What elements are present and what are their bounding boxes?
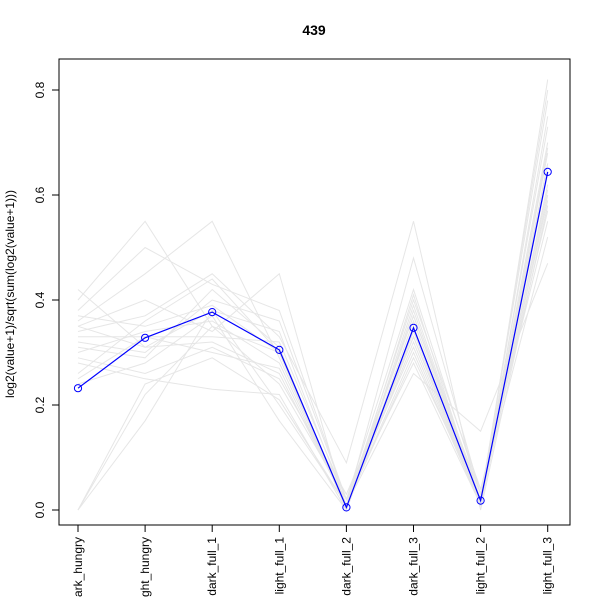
y-tick-label: 0.6 <box>33 186 47 203</box>
y-tick-label: 0.8 <box>33 81 47 98</box>
background-series-line <box>77 147 549 512</box>
y-tick-label: 0.0 <box>33 501 47 518</box>
x-tick-label: dark_full_1 <box>205 537 219 596</box>
background-series-line <box>77 163 549 511</box>
background-series-line <box>77 89 549 512</box>
y-tick-label: 0.2 <box>33 396 47 413</box>
highlight-point <box>141 333 150 342</box>
background-series-line <box>77 194 549 507</box>
chart-title: 439 <box>302 22 326 38</box>
highlight-series-line <box>77 171 549 510</box>
plot-frame <box>58 58 571 526</box>
highlight-point <box>409 323 418 332</box>
y-tick-label: 0.4 <box>33 291 47 308</box>
x-tick-label: light_full_1 <box>272 537 286 595</box>
x-tick-label: dark_full_3 <box>407 537 421 596</box>
background-series-line <box>77 200 549 507</box>
background-series-line <box>77 210 549 511</box>
highlight-point <box>73 384 83 393</box>
highlight-point <box>476 496 485 505</box>
background-series-group <box>77 79 549 512</box>
background-series-line <box>77 184 549 507</box>
highlight-series-group <box>73 167 552 512</box>
x-tick-label: dark_full_2 <box>339 537 353 596</box>
background-series-line <box>77 163 549 501</box>
background-series-line <box>77 221 549 507</box>
background-series-line <box>77 152 549 512</box>
x-tick-label: ght_hungry <box>138 537 152 597</box>
highlight-point <box>208 308 217 317</box>
axes-group: 0.0 0.2 0.4 0.6 0.8 ark_hungry ght_hungry dark_… <box>33 81 555 597</box>
highlight-point <box>342 503 351 512</box>
highlight-point <box>543 167 552 176</box>
highlight-point <box>275 345 284 354</box>
background-series-line <box>77 100 549 511</box>
background-series-line <box>77 205 549 511</box>
x-tick-label: light_full_3 <box>541 537 555 595</box>
x-tick-label: light_full_2 <box>474 537 488 595</box>
x-tick-label: ark_hungry <box>71 537 85 597</box>
y-axis-label: log2(value+1)/sqrt(sum(log2(value+1))) <box>3 190 17 398</box>
background-series-line <box>77 263 549 506</box>
background-series-line <box>77 142 549 507</box>
